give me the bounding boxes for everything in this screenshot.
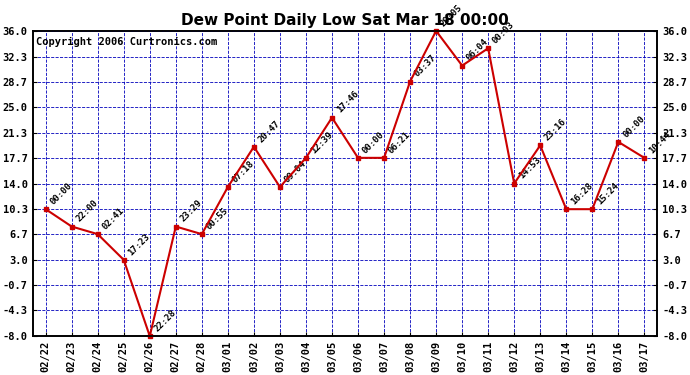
Text: 10:44: 10:44 <box>647 130 673 155</box>
Text: 00:55: 00:55 <box>205 206 230 231</box>
Text: 17:23: 17:23 <box>126 232 152 257</box>
Text: 06:21: 06:21 <box>387 130 412 155</box>
Text: 20:47: 20:47 <box>257 118 282 144</box>
Text: 03:37: 03:37 <box>413 53 438 79</box>
Text: 17:46: 17:46 <box>335 90 360 115</box>
Text: 06:04: 06:04 <box>465 38 491 63</box>
Text: 23:16: 23:16 <box>543 117 569 142</box>
Text: 22:00: 22:00 <box>75 198 100 224</box>
Title: Dew Point Daily Low Sat Mar 18 00:00: Dew Point Daily Low Sat Mar 18 00:00 <box>181 13 509 28</box>
Text: Copyright 2006 Curtronics.com: Copyright 2006 Curtronics.com <box>36 37 217 47</box>
Text: 15:24: 15:24 <box>595 181 620 206</box>
Text: 00:00: 00:00 <box>361 130 386 155</box>
Text: 00:00: 00:00 <box>621 114 647 139</box>
Text: 14:53: 14:53 <box>517 155 542 181</box>
Text: 09:04: 09:04 <box>283 159 308 184</box>
Text: 20:05: 20:05 <box>439 3 464 28</box>
Text: 22:28: 22:28 <box>152 308 178 333</box>
Text: 07:18: 07:18 <box>230 159 256 184</box>
Text: 00:00: 00:00 <box>48 181 74 206</box>
Text: 00:03: 00:03 <box>491 20 516 45</box>
Text: 02:41: 02:41 <box>101 206 126 231</box>
Text: 12:39: 12:39 <box>308 130 334 155</box>
Text: 23:29: 23:29 <box>179 198 204 224</box>
Text: 16:28: 16:28 <box>569 181 594 206</box>
